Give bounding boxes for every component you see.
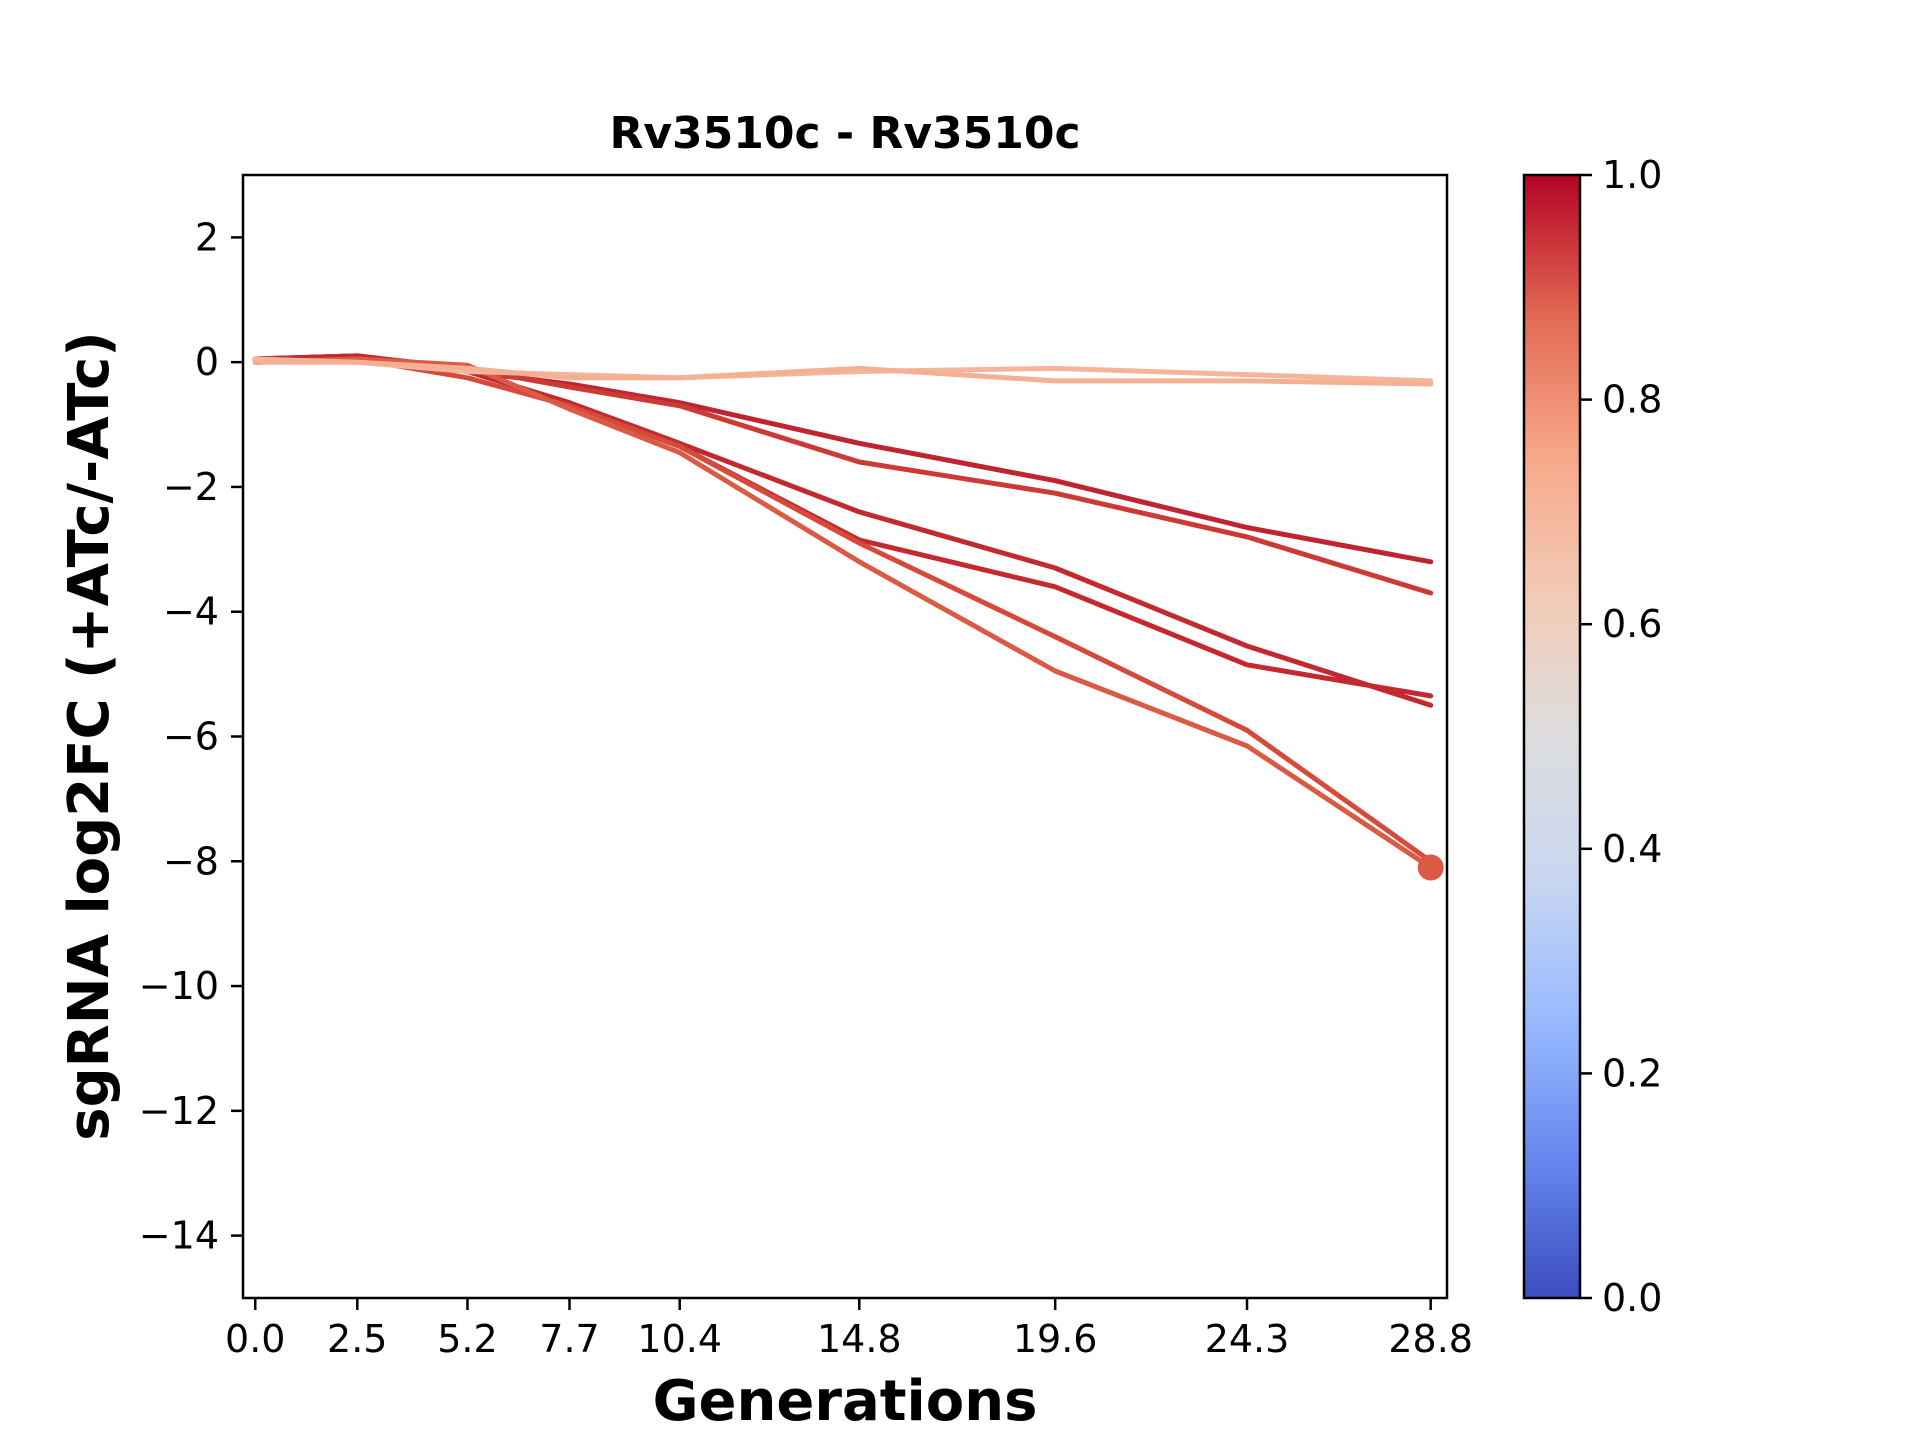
y-axis-title: sgRNA log2FC (+ATc/-ATc)	[57, 331, 122, 1141]
x-tick-label: 19.6	[1013, 1317, 1098, 1361]
colorbar-tick-label: 0.4	[1602, 827, 1662, 871]
y-tick-label: −6	[163, 715, 219, 759]
colorbar	[1522, 173, 1582, 1300]
chart-title: Rv3510c - Rv3510c	[609, 108, 1080, 159]
plot-frame	[241, 173, 1449, 1300]
highlight-endpoint-marker	[1417, 854, 1444, 881]
y-tick-label: −2	[163, 465, 219, 509]
x-axis-title: Generations	[653, 1369, 1038, 1434]
series-line-8	[252, 359, 1434, 387]
x-tick-label: 14.8	[817, 1317, 902, 1361]
x-tick-label: 7.7	[539, 1317, 599, 1361]
y-tick-label: −8	[163, 839, 219, 883]
x-tick-label: 10.4	[637, 1317, 722, 1361]
y-tick-label: −14	[139, 1214, 219, 1258]
x-tick-label: 5.2	[437, 1317, 497, 1361]
colorbar-tick-label: 1.0	[1602, 153, 1662, 197]
colorbar-tick-label: 0.8	[1602, 378, 1662, 422]
x-tick-label: 2.5	[327, 1317, 387, 1361]
series-line-2	[252, 356, 1434, 596]
colorbar-tick-label: 0.2	[1602, 1051, 1662, 1095]
y-tick-label: 0	[195, 340, 219, 384]
series-line-6	[252, 356, 1434, 870]
series-line-4	[252, 353, 1434, 699]
y-tick-label: −10	[139, 964, 219, 1008]
colorbar-ticks: 0.0 0.2 0.4 0.6 0.8 1.0	[1580, 153, 1662, 1320]
series-layer	[252, 353, 1444, 881]
x-tick-label: 28.8	[1388, 1317, 1473, 1361]
colorbar-tick-label: 0.6	[1602, 602, 1662, 646]
y-tick-label: 2	[195, 215, 219, 259]
y-axis-ticks: 2 0 −2 −4 −6 −8 −10 −12 −14	[139, 215, 243, 1258]
colorbar-tick-label: 0.0	[1602, 1276, 1662, 1320]
x-tick-label: 0.0	[225, 1317, 285, 1361]
y-tick-label: −12	[139, 1089, 219, 1133]
x-axis-ticks: 0.0 2.5 5.2 7.7 10.4 14.8 19.6 24.3 28.8	[225, 1298, 1473, 1361]
x-tick-label: 24.3	[1205, 1317, 1290, 1361]
y-tick-label: −4	[163, 590, 219, 634]
series-line-5	[252, 356, 1434, 864]
